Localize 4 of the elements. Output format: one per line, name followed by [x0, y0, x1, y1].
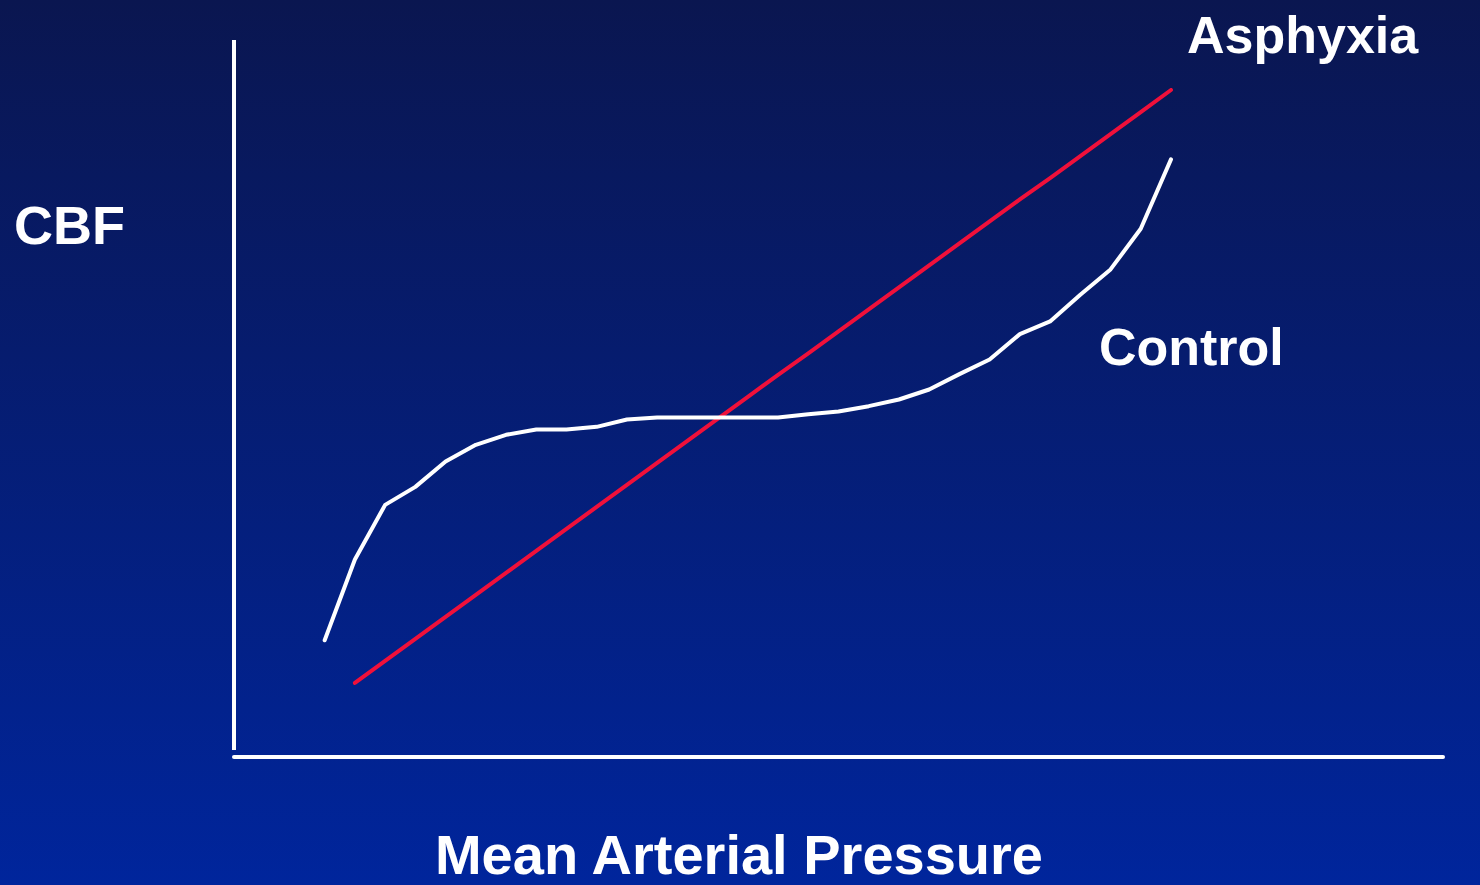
series-label: Control: [1098, 318, 1284, 377]
x-axis-title: Mean Arterial Pressure: [434, 822, 1043, 885]
series-label: Asphyxia: [1186, 6, 1420, 64]
y-axis-title: CBF: [14, 195, 125, 255]
